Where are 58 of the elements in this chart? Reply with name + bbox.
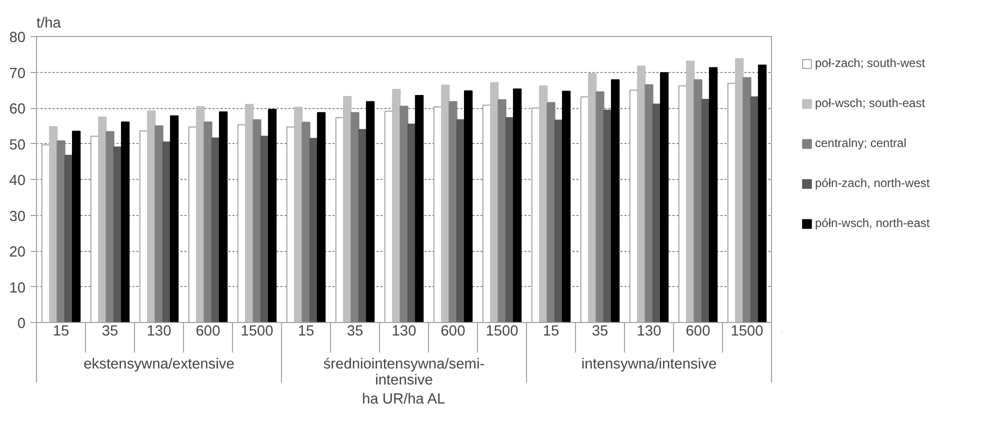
legend-label: poł-zach; south-west [815,56,926,70]
y-tick-label: 30 [9,208,26,225]
legend-label: półn-zach, north-west [815,176,930,190]
y-tick-label: 20 [9,244,26,260]
bar [302,122,310,322]
bar [498,99,506,322]
bar [316,112,326,322]
y-axis-title: t/ha [36,16,62,32]
x-tick-label: 130 [392,324,416,340]
bar [414,94,424,322]
x-tick-label: 600 [440,324,466,340]
x-tick-label: 1500 [730,324,764,340]
legend-label: centralny; central [815,136,906,150]
y-tick-label: 0 [17,316,26,332]
x-tick-label: 130 [636,324,662,340]
legend-label: poł-wsch; south-east [815,96,926,110]
bar [268,108,277,322]
bar [660,72,669,322]
bar [708,67,718,322]
bar [218,111,228,322]
y-tick-label: 80 [9,30,26,46]
bar [106,131,114,322]
bar [350,112,360,322]
bar [562,90,571,322]
bar [252,119,262,322]
x-tick-label: 130 [146,324,172,340]
y-tick-label: 60 [9,102,26,118]
y-tick-label: 40 [9,173,26,189]
x-tick-label: 15 [542,324,560,340]
bar [154,125,164,322]
x-tick-label: 35 [346,324,364,340]
bar [644,84,654,322]
bar [366,101,375,322]
y-tick-label: 70 [9,66,26,82]
y-tick-label: 10 [9,280,26,296]
bar [694,79,702,322]
bar [464,90,473,322]
x-tick-label: 1500 [240,324,274,340]
bar [120,121,130,322]
bar [512,88,522,322]
bar [204,121,212,322]
text: intensywna/intensive [581,356,717,372]
x-tick-label: 35 [592,324,608,340]
x-tick-label: 1500 [486,324,518,340]
x-tick-label: 600 [196,324,220,340]
x-axis-title: ha UR/ha AL [362,392,446,408]
bar [742,77,752,322]
x-tick-label: 35 [102,324,118,340]
bar [170,115,179,322]
y-tick-label: 50 [9,137,26,154]
legend-label: półn-wsch, north-east [815,216,930,230]
x-tick-label: 15 [52,324,70,340]
x-tick-label: 600 [686,324,710,340]
bar [610,79,620,322]
bar [758,64,767,322]
bar [72,130,81,322]
x-tick-label: 15 [298,324,314,340]
text: ekstensywna/extensive [84,356,234,372]
